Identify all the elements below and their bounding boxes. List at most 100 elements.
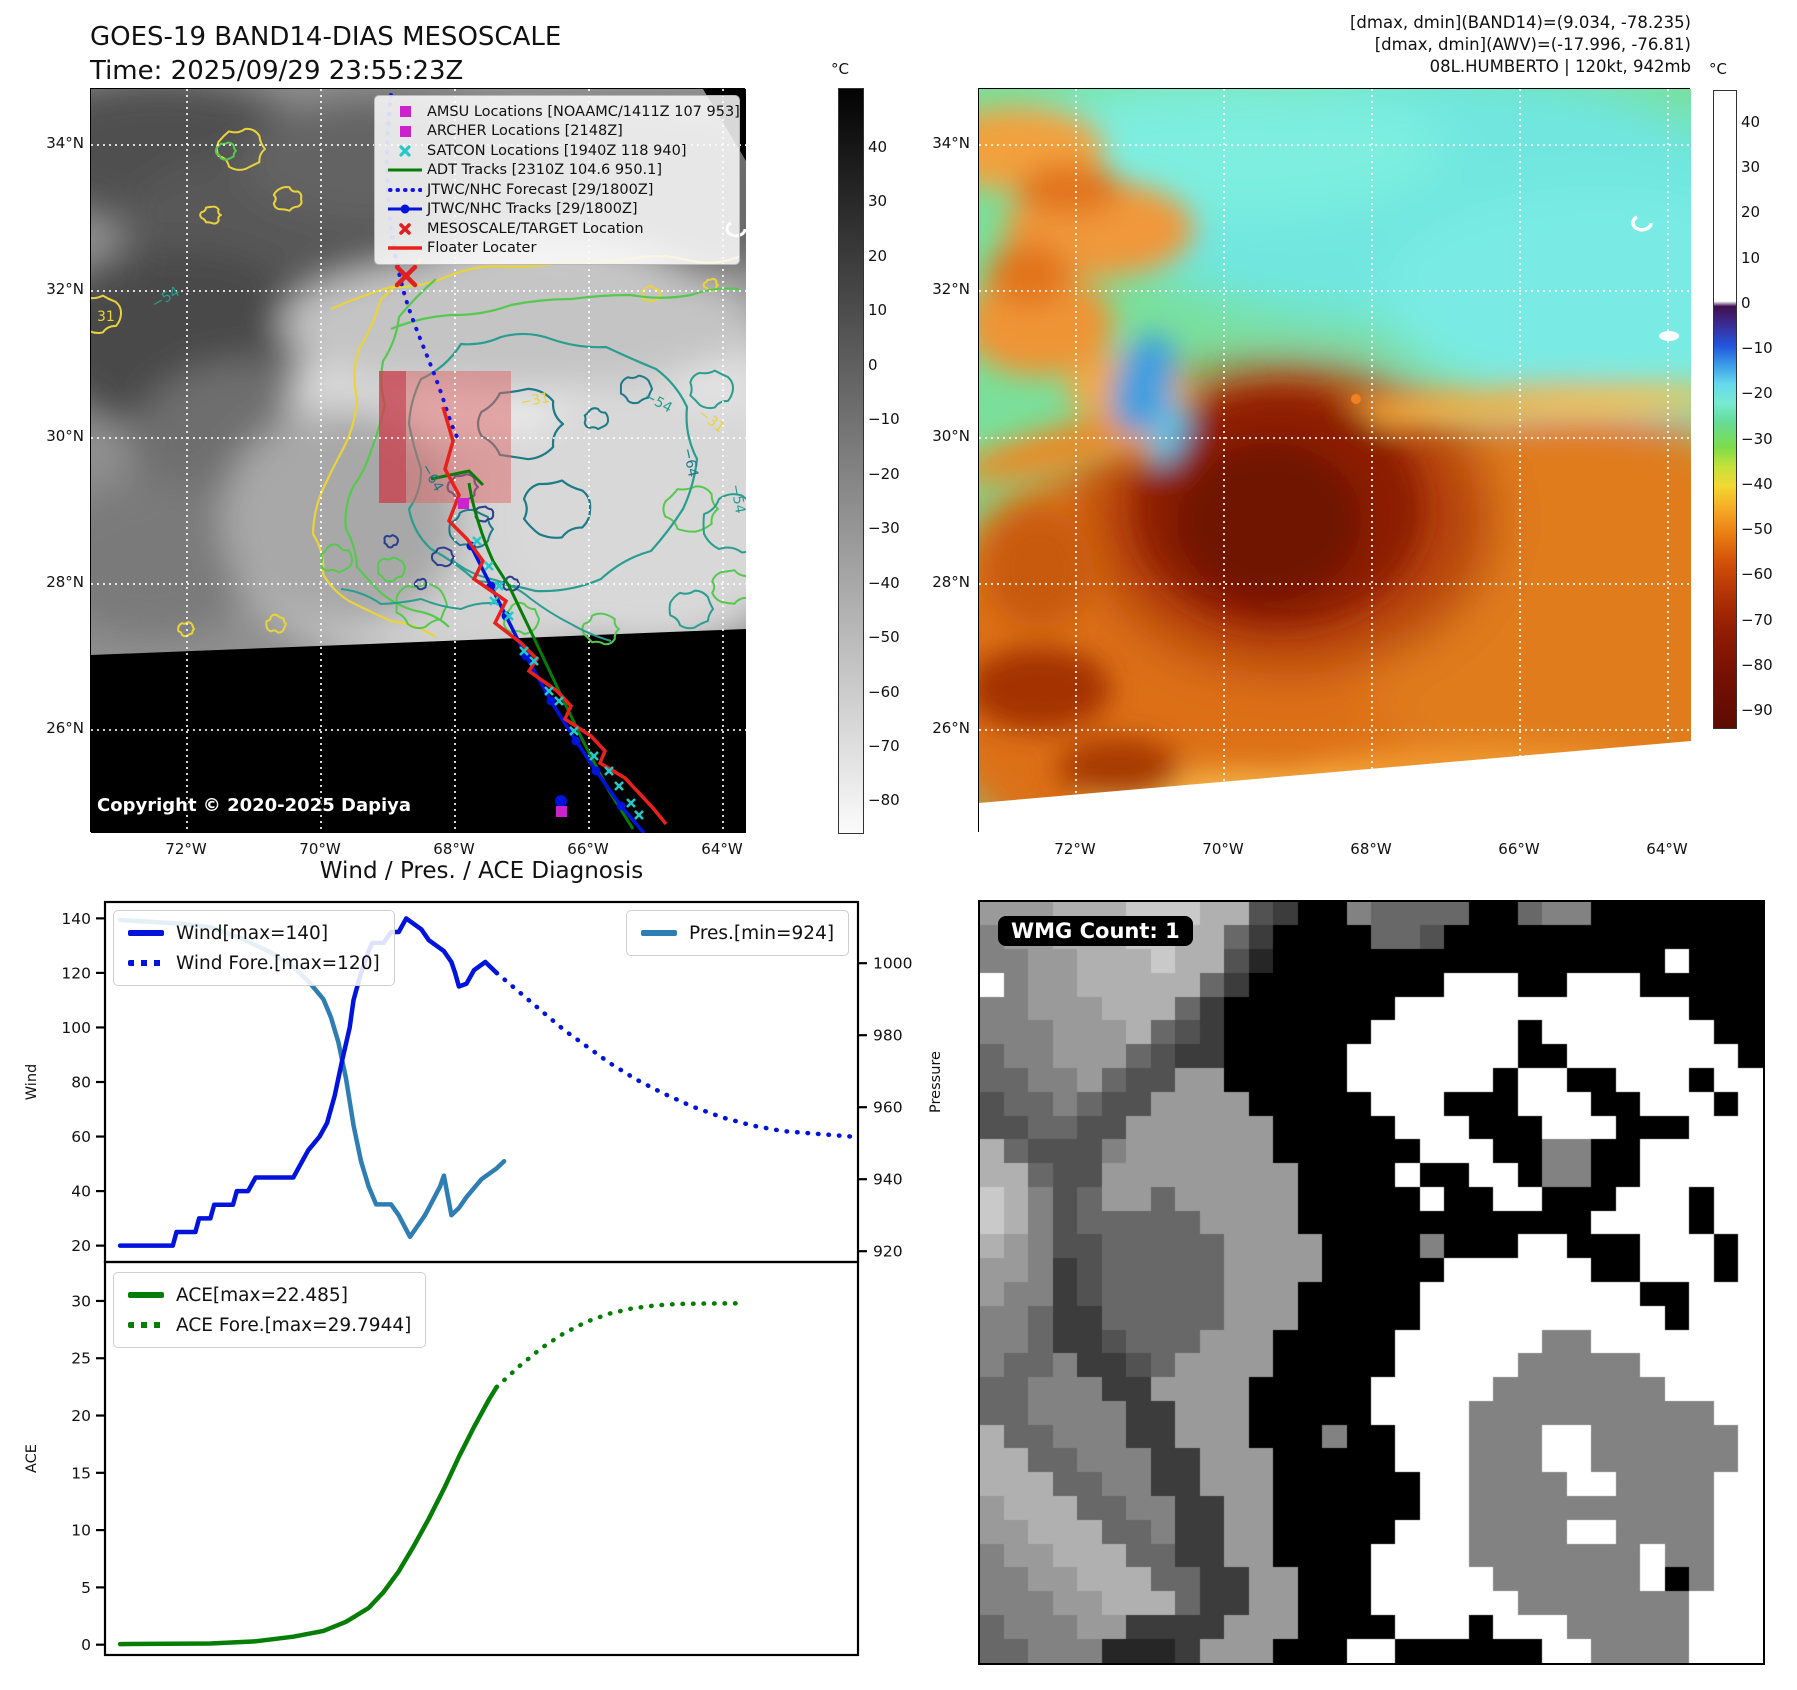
y-tick-label: 40 xyxy=(71,1183,91,1201)
green-dotted-line-icon xyxy=(128,1322,164,1328)
pressure-legend: Pres.[min=924] xyxy=(626,910,850,956)
y-tick-label: 0 xyxy=(81,1636,91,1654)
ir-colorbar-tick: 40 xyxy=(868,138,888,156)
wind-pressure-ace-chart: 20 40 60 80 100 120 140 0 5 10 15 20 25 30 920 940 960 98… xyxy=(24,900,944,1657)
pressure-tick-label: 940 xyxy=(873,1171,903,1189)
y-tick-label: 5 xyxy=(81,1579,91,1597)
left-colorbar-unit: °C xyxy=(831,60,849,78)
blue-line-dot-icon xyxy=(383,203,427,215)
y-tick-label: 20 xyxy=(71,1237,91,1255)
legend-item-forecast: JTWC/NHC Forecast [29/1800Z] xyxy=(383,180,729,200)
wind-axis-label: Wind xyxy=(24,1064,40,1100)
wmg-pixel-panel: WMG Count: 1 xyxy=(978,900,1765,1665)
ir-colorbar xyxy=(838,88,864,834)
satellite-title: GOES-19 BAND14-DIAS MESOSCALE xyxy=(90,22,562,52)
ir-colorbar-tick: 30 xyxy=(868,192,888,211)
wind-legend: Wind[max=140] Wind Fore.[max=120] xyxy=(113,910,395,986)
lat-tick-label: 28°N xyxy=(932,573,970,591)
left-panel-title: GOES-19 BAND14-DIAS MESOSCALE Time: 2025… xyxy=(90,20,561,88)
lat-tick-label: 26°N xyxy=(932,719,970,737)
lat-tick-label: 34°N xyxy=(932,134,970,152)
ir-colorbar-tick: −20 xyxy=(868,464,900,483)
awv-features xyxy=(979,107,1691,833)
ir-colorbar-tick: −40 xyxy=(868,573,900,592)
wmg-pixel-image xyxy=(980,902,1763,1663)
awv-colorbar-tick: −60 xyxy=(1741,565,1773,584)
awv-colorbar-tick: −80 xyxy=(1741,655,1773,674)
blue-line-icon xyxy=(128,930,164,936)
legend-item-ace: ACE[max=22.485] xyxy=(128,1280,411,1310)
ir-colorbar-tick: 10 xyxy=(868,301,888,320)
lat-tick-label: 32°N xyxy=(932,280,970,298)
awv-colorbar-tick: 10 xyxy=(1741,248,1761,267)
magenta-square-icon xyxy=(383,105,427,118)
y-tick-label: 15 xyxy=(71,1464,91,1482)
ace-line xyxy=(117,1384,499,1647)
lat-tick-label: 32°N xyxy=(46,280,84,298)
ir-colorbar-tick: −10 xyxy=(868,410,900,429)
y-tick-label: 100 xyxy=(61,1019,91,1037)
awv-colorbar-tick: −30 xyxy=(1741,429,1773,448)
storm-id-intensity: 08L.HUMBERTO | 120kt, 942mb xyxy=(1429,57,1691,76)
lat-tick-label: 28°N xyxy=(46,573,84,591)
y-tick-label: 20 xyxy=(71,1407,91,1425)
awv-colorbar-tick: 20 xyxy=(1741,203,1761,222)
wmg-count-badge: WMG Count: 1 xyxy=(998,916,1193,946)
map-legend: AMSU Locations [NOAAMC/1411Z 107 953] AR… xyxy=(374,95,740,265)
pressure-axis-label: Pressure xyxy=(928,1051,944,1113)
ir-colorbar-tick: −30 xyxy=(868,519,900,538)
contour-label: −64 xyxy=(679,447,701,479)
pressure-tick-label: 1000 xyxy=(873,955,912,973)
wind-forecast-line xyxy=(494,970,853,1139)
legend-item-ace-forecast: ACE Fore.[max=29.7944] xyxy=(128,1310,411,1340)
right-colorbar-unit: °C xyxy=(1709,60,1727,78)
awv-warm-speck xyxy=(1351,394,1361,404)
awv-white-speck xyxy=(1659,331,1679,341)
awv-colorbar-tick: 0 xyxy=(1741,293,1751,312)
lat-tick-label: 26°N xyxy=(46,719,84,737)
legend-item-wind: Wind[max=140] xyxy=(128,918,380,948)
satcon-markers xyxy=(472,536,644,820)
lon-tick-label: 72°W xyxy=(165,840,207,858)
legend-item-satcon: SATCON Locations [1940Z 118 940] xyxy=(383,141,729,161)
awv-colorbar-tick: 40 xyxy=(1741,113,1761,131)
ir-colorbar-tick: −50 xyxy=(868,628,900,647)
lon-tick-label: 70°W xyxy=(1202,840,1244,858)
awv-colorbar xyxy=(1713,90,1737,729)
y-tick-label: 80 xyxy=(71,1074,91,1092)
ir-colorbar-tick: 20 xyxy=(868,246,888,265)
lon-tick-label: 66°W xyxy=(567,840,609,858)
mesoscale-target-x-icon xyxy=(394,264,418,288)
awv-colorbar-tick: −20 xyxy=(1741,384,1773,403)
green-line-icon xyxy=(128,1292,164,1298)
chart-title: Wind / Pres. / ACE Diagnosis xyxy=(319,858,644,884)
legend-item-archer: ARCHER Locations [2148Z] xyxy=(383,122,729,142)
y-tick-label: 120 xyxy=(61,964,91,982)
lon-tick-label: 66°W xyxy=(1498,840,1540,858)
legend-item-jtwc-track: JTWC/NHC Tracks [29/1800Z] xyxy=(383,200,729,220)
dmax-dmin-band14: [dmax, dmin](BAND14)=(9.034, -78.235) xyxy=(1349,13,1691,32)
lat-tick-label: 30°N xyxy=(46,427,84,445)
y-tick-label: 60 xyxy=(71,1128,91,1146)
awv-colorbar-tick: −70 xyxy=(1741,610,1773,629)
lat-tick-label: 30°N xyxy=(932,427,970,445)
ir-colorbar-tick: −60 xyxy=(868,682,900,701)
ir-colorbar-tick: 0 xyxy=(868,355,878,374)
copyright-watermark: Copyright © 2020-2025 Dapiya xyxy=(97,795,412,816)
ir-colorbar-tick: −70 xyxy=(868,736,900,755)
legend-item-floater: Floater Locater xyxy=(383,239,729,259)
storm-symbol-icon xyxy=(1631,215,1653,232)
right-panel-header: [dmax, dmin](BAND14)=(9.034, -78.235) [d… xyxy=(1350,12,1691,78)
green-line-icon xyxy=(383,167,427,173)
pressure-tick-label: 960 xyxy=(873,1099,903,1117)
legend-item-amsu: AMSU Locations [NOAAMC/1411Z 107 953] xyxy=(383,102,740,122)
magenta-square-icon xyxy=(383,125,427,138)
cyan-x-icon xyxy=(383,144,427,158)
contour-label: 31 xyxy=(97,309,115,325)
steelblue-line-icon xyxy=(641,930,677,936)
awv-colorbar-tick: −10 xyxy=(1741,339,1773,358)
awv-colorbar-tick: 30 xyxy=(1741,158,1761,177)
lon-tick-label: 64°W xyxy=(701,840,743,858)
blue-dotted-line-icon xyxy=(383,187,427,193)
dmax-dmin-awv: [dmax, dmin](AWV)=(-17.996, -76.81) xyxy=(1374,35,1691,54)
